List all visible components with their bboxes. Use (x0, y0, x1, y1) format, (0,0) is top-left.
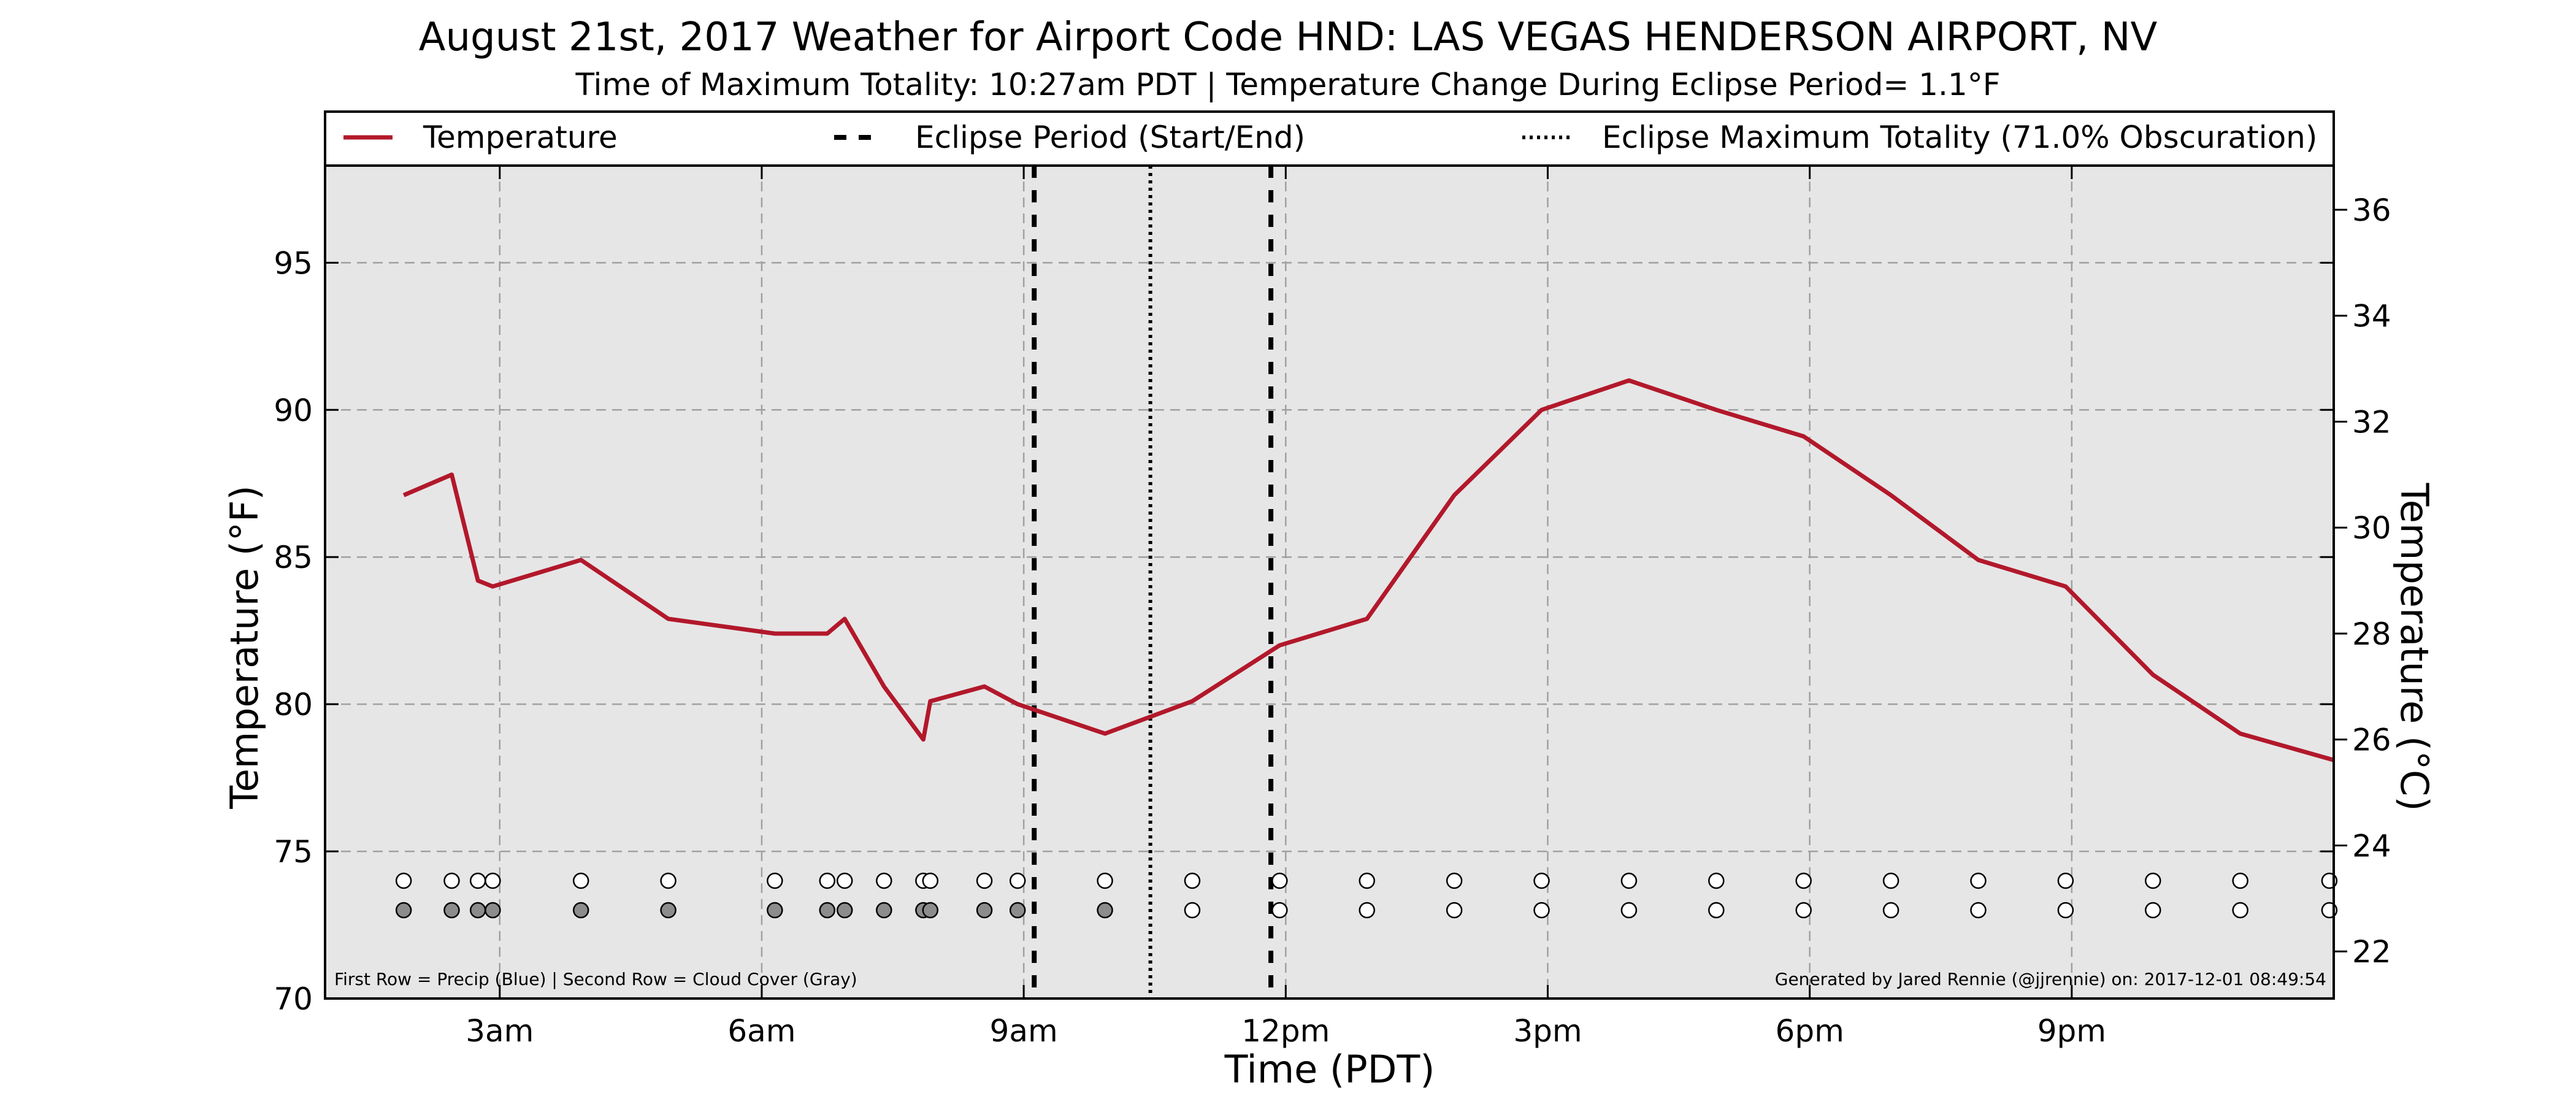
cloud-cover-marker (2145, 902, 2161, 919)
precip-marker (922, 872, 939, 889)
x-tick-label: 12pm (1241, 1013, 1330, 1049)
precip-marker (1970, 872, 1987, 889)
x-tick-label: 3pm (1513, 1013, 1582, 1049)
precip-marker (1446, 872, 1463, 889)
precip-marker (1533, 872, 1550, 889)
cloud-cover-marker (1009, 902, 1026, 919)
cloud-cover-marker (767, 902, 783, 919)
precip-marker (1271, 872, 1288, 889)
cloud-cover-marker (469, 902, 486, 919)
y-axis-title: Temperature (°F) (222, 485, 267, 809)
cloud-cover-marker (922, 902, 939, 919)
legend-eclipse-max-label: Eclipse Maximum Totality (71.0% Obscurat… (1602, 120, 2317, 155)
y2-tick-label: 26 (2352, 723, 2391, 758)
y2-tick-label: 28 (2352, 616, 2391, 652)
x-tick-label: 6am (727, 1013, 795, 1049)
chart-subtitle: Time of Maximum Totality: 10:27am PDT | … (575, 67, 2001, 102)
precip-marker (1620, 872, 1638, 889)
cloud-cover-marker (836, 902, 853, 919)
cloud-cover-marker (485, 902, 501, 919)
temperature-line (402, 378, 2334, 762)
cloud-cover-marker (443, 902, 460, 919)
cloud-cover-marker (819, 902, 835, 919)
cloud-cover-marker (976, 902, 993, 919)
x-axis-title: Time (PDT) (1224, 1047, 1435, 1092)
cloud-cover-marker (572, 902, 589, 919)
footnote-right: Generated by Jared Rennie (@jjrennie) on… (1775, 969, 2326, 989)
precip-marker (443, 872, 460, 889)
legend-temperature-label: Temperature (423, 120, 618, 155)
cloud-cover-marker (660, 902, 677, 919)
cloud-cover-marker (1271, 902, 1288, 919)
cloud-cover-marker (1620, 902, 1638, 919)
precip-marker (1708, 872, 1725, 889)
precip-marker (976, 872, 993, 889)
precip-marker (1882, 872, 1899, 889)
cloud-cover-marker (2232, 902, 2248, 919)
precip-marker (767, 872, 783, 889)
cloud-cover-marker (1446, 902, 1463, 919)
cloud-cover-marker (1533, 902, 1550, 919)
footnote-left: First Row = Precip (Blue) | Second Row =… (334, 969, 857, 989)
legend-eclipse-period-label: Eclipse Period (Start/End) (915, 120, 1305, 155)
cloud-cover-marker (1097, 902, 1113, 919)
y2-tick-label: 24 (2352, 828, 2391, 864)
precip-marker (2145, 872, 2161, 889)
plot-area (325, 166, 2334, 999)
y2-tick-label: 36 (2352, 193, 2391, 228)
x-tick-label: 9pm (2037, 1013, 2106, 1049)
y-tick-label: 80 (274, 687, 313, 723)
precip-marker (572, 872, 589, 889)
cloud-cover-marker (1970, 902, 1987, 919)
precip-marker (1097, 872, 1113, 889)
precip-marker (485, 872, 501, 889)
cloud-cover-marker (1359, 902, 1375, 919)
cloud-cover-marker (2057, 902, 2074, 919)
y2-axis-title: Temperature (°C) (2392, 482, 2437, 811)
precip-marker (1184, 872, 1201, 889)
cloud-cover-marker (1708, 902, 1725, 919)
y2-tick-label: 22 (2352, 934, 2391, 970)
x-tick-label: 3am (466, 1013, 534, 1049)
y2-tick-label: 32 (2352, 404, 2391, 440)
precip-marker (2057, 872, 2074, 889)
y2-tick-label: 34 (2352, 299, 2391, 334)
y2-tick-label: 30 (2352, 510, 2391, 546)
precip-marker (395, 872, 412, 889)
x-tick-label: 9am (990, 1013, 1058, 1049)
x-tick-label: 6pm (1776, 1013, 1844, 1049)
y-tick-label: 75 (274, 834, 313, 870)
cloud-cover-marker (1882, 902, 1899, 919)
precip-marker (660, 872, 677, 889)
precip-marker (1359, 872, 1375, 889)
chart-title: August 21st, 2017 Weather for Airport Co… (419, 15, 2158, 60)
legend-box (324, 110, 2335, 167)
precip-marker (2232, 872, 2248, 889)
precip-marker (469, 872, 486, 889)
y-tick-label: 70 (274, 981, 313, 1017)
precip-marker (819, 872, 835, 889)
cloud-cover-marker (395, 902, 412, 919)
y-tick-label: 85 (274, 540, 313, 575)
precip-marker (876, 872, 892, 889)
precip-marker (1009, 872, 1026, 889)
cloud-cover-marker (876, 902, 892, 919)
y-tick-label: 90 (274, 393, 313, 428)
precip-marker (1795, 872, 1812, 889)
precip-marker (836, 872, 853, 889)
cloud-cover-marker (1184, 902, 1201, 919)
y-tick-label: 95 (274, 245, 313, 281)
cloud-cover-marker (1795, 902, 1812, 919)
